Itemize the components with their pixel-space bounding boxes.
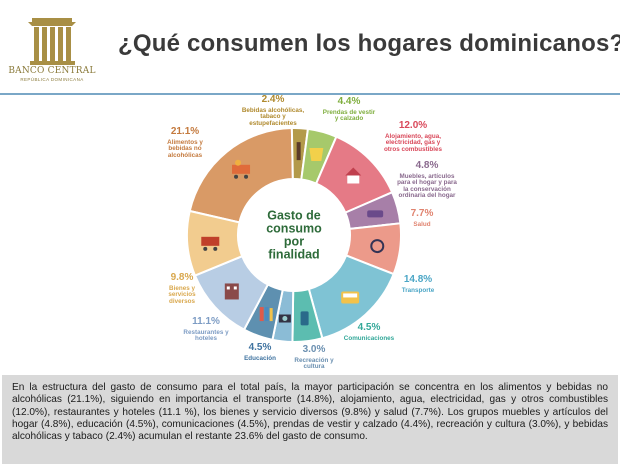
slice-percent: 14.8% bbox=[403, 274, 433, 285]
slice-percent: 3.0% bbox=[302, 344, 326, 355]
slice-category-line: alcohólicas bbox=[167, 151, 203, 159]
phone-icon bbox=[300, 311, 309, 326]
stethoscope-icon bbox=[370, 239, 385, 254]
slice-category: Bebidas alcohólicas, tabaco y estupefacien… bbox=[232, 106, 314, 128]
wine-bottle-icon bbox=[296, 142, 301, 161]
cart-icon bbox=[201, 236, 220, 251]
logo-subtitle: REPÚBLICA DOMINICANA bbox=[20, 77, 84, 82]
slice-category-line: Bebidas alcohólicas, bbox=[241, 106, 305, 114]
bank-logo-icon bbox=[28, 18, 76, 65]
slice-category-line: Restaurantes y bbox=[183, 328, 229, 336]
slice-category-line: Recreación y bbox=[294, 356, 334, 364]
slice-category-line: Transporte bbox=[401, 286, 435, 294]
slice-category: Educación bbox=[232, 354, 288, 363]
sofa-icon bbox=[367, 210, 384, 218]
slice-category-line: Alojamiento, agua, bbox=[385, 132, 441, 140]
center-label-line: consumo bbox=[266, 222, 322, 236]
shopping-cart-icon bbox=[232, 159, 251, 179]
slice-category-line: Alimentos y bbox=[167, 138, 203, 146]
center-label-line: finalidad bbox=[268, 248, 319, 262]
slice-percent: 4.5% bbox=[357, 322, 381, 333]
slice-label-1: 21.1% Alimentos y bebidas no alcohólicas bbox=[150, 126, 220, 160]
donut-center bbox=[238, 179, 350, 291]
slice-category-line: electricidad, gas y bbox=[385, 139, 441, 147]
slice-category-line: otros combustibles bbox=[383, 145, 443, 153]
slice-category-line: Prendas de vestir bbox=[322, 108, 376, 116]
header-divider bbox=[0, 93, 620, 95]
slice-label-6: 7.7% Salud bbox=[392, 208, 452, 229]
slice-category: Comunicaciones bbox=[334, 334, 404, 343]
center-label-line: Gasto de bbox=[267, 209, 321, 223]
slice-category: Alimentos y bebidas no alcohólicas bbox=[150, 138, 220, 160]
slice-percent: 21.1% bbox=[170, 126, 200, 137]
slice-category-line: cultura bbox=[303, 363, 325, 371]
slice-category: Restaurantes y hoteles bbox=[176, 328, 236, 343]
camera-icon bbox=[278, 314, 291, 323]
slice-category-line: Comunicaciones bbox=[343, 334, 395, 342]
slice-category: Bienes y servicios diversos bbox=[154, 284, 210, 306]
slice-label-3: 4.4% Prendas de vestir y calzado bbox=[316, 96, 382, 123]
slice-label-10: 4.5% Educación bbox=[232, 342, 288, 363]
slice-percent: 2.4% bbox=[261, 94, 285, 105]
center-label: Gasto de consumo por finalidad bbox=[266, 209, 322, 262]
slice-category: Alojamiento, agua, electricidad, gas y otr… bbox=[366, 132, 460, 154]
slice-category: Salud bbox=[392, 220, 452, 229]
clothes-icon bbox=[309, 148, 324, 162]
slice-category: Prendas de vestir y calzado bbox=[316, 108, 382, 123]
slice-label-9: 3.0% Recreación y cultura bbox=[284, 344, 344, 371]
slice-category-line: y calzado bbox=[334, 115, 364, 123]
slice-category: Muebles, artículos para el hogar y para la… bbox=[384, 172, 470, 200]
logo-name: BANCO CENTRAL bbox=[8, 66, 96, 76]
slice-category-line: para el hogar y para bbox=[397, 179, 457, 187]
summary-text: En la estructura del gasto de consumo pa… bbox=[2, 375, 618, 464]
slice-category-line: diversos bbox=[169, 297, 195, 305]
slice-category-line: Bienes y bbox=[169, 284, 195, 292]
slice-label-8: 4.5% Comunicaciones bbox=[334, 322, 404, 343]
slice-category-line: Educación bbox=[244, 354, 276, 362]
slice-category-line: ordinaria del hogar bbox=[398, 192, 456, 200]
donut-svg: Gasto de consumo por finalidad bbox=[186, 127, 402, 344]
slice-percent: 7.7% bbox=[410, 208, 434, 219]
slice-label-4: 12.0% Alojamiento, agua, electricidad, gas… bbox=[366, 120, 460, 154]
slice-category-line: servicios bbox=[168, 291, 196, 299]
slice-category-line: hoteles bbox=[194, 335, 218, 343]
slice-percent: 4.4% bbox=[337, 96, 361, 107]
slice-category: Transporte bbox=[388, 286, 448, 295]
slice-label-5: 4.8% Muebles, artículos para el hogar y pa… bbox=[384, 160, 470, 200]
slice-percent: 4.8% bbox=[415, 160, 439, 171]
slice-category-line: Muebles, artículos bbox=[399, 172, 455, 180]
page-title: ¿Qué consumen los hogares dominicanos? bbox=[118, 30, 620, 57]
slice-category-line: tabaco y bbox=[260, 113, 286, 121]
slice-category-line: estupefacientes bbox=[249, 119, 297, 127]
house-icon bbox=[345, 167, 362, 184]
slice-percent: 9.8% bbox=[170, 272, 194, 283]
slice-label-12: 9.8% Bienes y servicios diversos bbox=[154, 272, 210, 306]
slice-percent: 12.0% bbox=[398, 120, 428, 131]
hotel-icon bbox=[224, 283, 239, 300]
slice-percent: 4.5% bbox=[248, 342, 272, 353]
bus-icon bbox=[341, 291, 360, 304]
slice-category-line: bebidas no bbox=[168, 145, 202, 153]
slice-percent: 11.1% bbox=[192, 316, 220, 327]
center-label-line: por bbox=[284, 235, 304, 249]
slice-label-2: 2.4% Bebidas alcohólicas, tabaco y estupefa… bbox=[232, 94, 314, 128]
books-icon bbox=[259, 307, 273, 322]
slice-label-7: 14.8% Transporte bbox=[388, 274, 448, 295]
slice-category-line: la conservación bbox=[403, 185, 451, 193]
slice-category: Recreación y cultura bbox=[284, 356, 344, 371]
slice-label-11: 11.1% Restaurantes y hoteles bbox=[176, 316, 236, 343]
donut-chart: Gasto de consumo por finalidad 21.1% Aliment… bbox=[0, 94, 620, 373]
header: BANCO CENTRAL REPÚBLICA DOMINICANA ¿Qué … bbox=[0, 0, 620, 92]
slice-category-line: Salud bbox=[413, 220, 431, 228]
